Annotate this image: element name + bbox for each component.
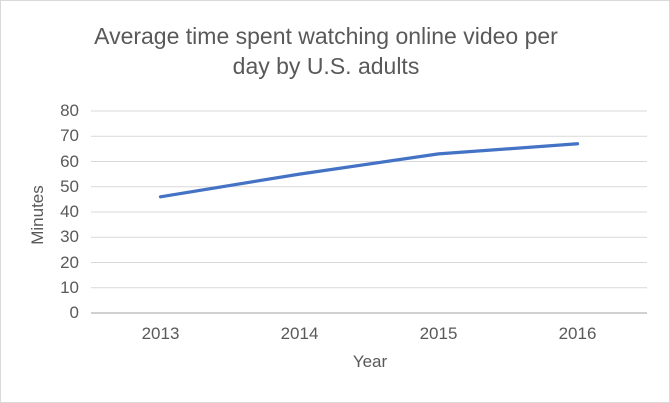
y-tick-label: 50 xyxy=(60,176,79,196)
chart-title: Average time spent watching online video… xyxy=(94,23,558,79)
y-tick-label: 70 xyxy=(60,126,79,146)
y-tick-label: 10 xyxy=(60,277,79,297)
y-tick-label: 40 xyxy=(60,202,79,221)
y-tick-label: 60 xyxy=(60,151,79,171)
y-axis-title: Minutes xyxy=(28,185,47,245)
y-tick-label: 30 xyxy=(60,227,79,247)
x-tick-label: 2016 xyxy=(558,324,597,343)
x-tick-label: 2015 xyxy=(419,324,458,343)
y-tick-label: 80 xyxy=(60,101,79,120)
x-tick-label: 2014 xyxy=(280,324,319,343)
y-tick-label: 0 xyxy=(69,303,79,322)
data-line-minutes xyxy=(158,142,580,199)
x-tick-label: 2013 xyxy=(141,324,180,343)
y-tick-label: 20 xyxy=(60,252,79,272)
x-axis-title: Year xyxy=(352,352,388,371)
